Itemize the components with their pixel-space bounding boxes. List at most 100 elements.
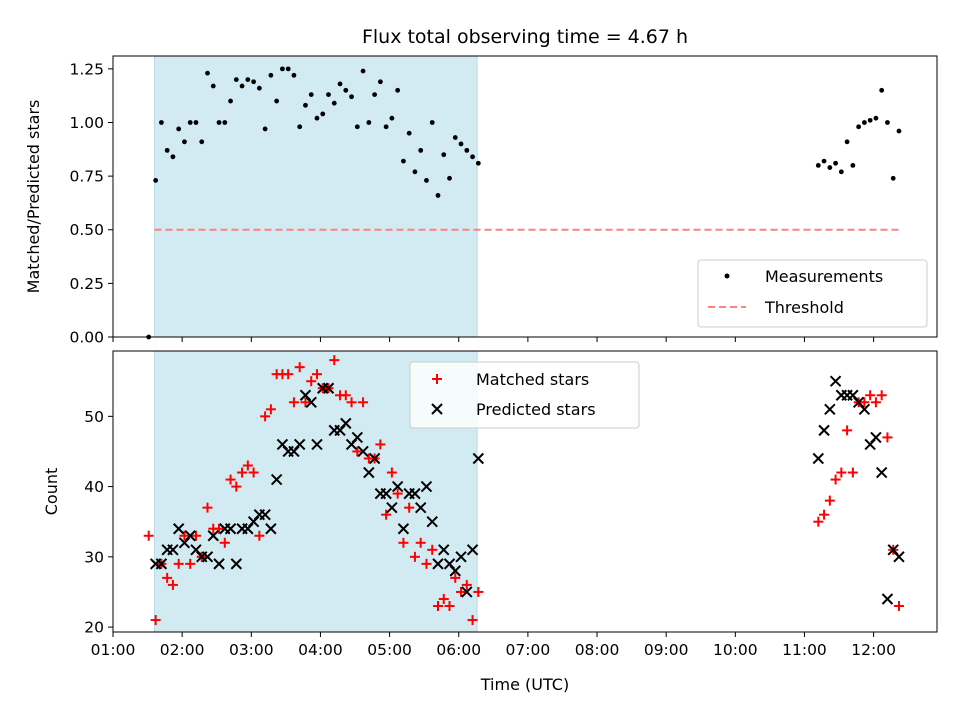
matched-star-point [219,537,230,548]
matched-star-point [859,397,870,408]
legend-label-threshold: Threshold [764,298,844,317]
bottom-x-tick-label: 08:00 [575,641,620,659]
matched-star-point [340,390,351,401]
matched-star-point [865,390,876,401]
legend-x-glyph [431,403,443,415]
measurement-point [435,193,441,198]
top-y-tick-label: 0.75 [69,168,104,186]
measurement-point [314,115,320,121]
bottom-x-tick-label: 11:00 [782,641,827,659]
matched-star-point [427,544,438,555]
bottom-x-tick-label: 02:00 [160,641,205,659]
measurement-point [464,147,470,153]
measurement-point [879,87,885,93]
predicted-star-point-b [818,424,830,437]
measurement-point [153,178,159,183]
measurement-point [326,92,331,98]
predicted-star-point [172,523,185,535]
predicted-star-point [409,487,421,500]
bottom-y-axis-label: Count [42,468,61,516]
measurement-point [354,124,360,130]
bottom-legend-box [409,361,640,429]
measurement-point [418,147,424,153]
predicted-star-point [858,403,871,416]
measurement-point [262,126,268,132]
measurement-point [844,139,850,145]
measurement-point [821,158,827,164]
measurement-point [199,139,205,145]
matched-star-point [847,467,858,478]
measurement-point [406,130,412,136]
matched-star-point [143,530,154,541]
predicted-star-point [466,544,479,556]
legend-plus-glyph [432,374,442,384]
predicted-star-point [455,551,467,563]
measurement-point [337,81,343,87]
predicted-star-point-b [167,544,179,556]
predicted-star-point [259,508,271,521]
measurement-point [867,117,873,123]
measurement-point [401,158,406,164]
measurement-point [447,175,452,181]
measurement-point [424,178,429,183]
matched-star-point [190,530,201,541]
measurement-point [885,120,890,125]
predicted-star-point-b [426,516,438,528]
bottom-x-tick-label: 10:00 [713,641,758,659]
predicted-star-point [265,523,277,535]
matched-star-point [842,425,853,436]
matched-star-point [836,467,847,478]
predicted-star-point [386,501,398,514]
bottom-x-tick-label: 05:00 [367,641,412,659]
matched-star-point [392,488,403,499]
matched-star-point [214,523,225,534]
matched-star-point [830,474,841,485]
predicted-star-point-b [322,382,335,394]
measurement-point [164,147,170,153]
matched-star-point [415,537,426,548]
predicted-star-point-b [265,523,277,535]
top-y-tick-label: 0.50 [69,221,104,239]
predicted-star-point-b [213,558,225,570]
measurement-point [470,154,475,160]
measurement-point [245,77,251,82]
matched-star-points [143,355,904,626]
matched-star-point [473,586,484,597]
predicted-star-point [461,586,473,598]
matched-star-point [813,516,824,527]
predicted-star-points [149,375,905,605]
matched-star-point [179,530,190,541]
matched-star-point [254,530,265,541]
matched-star-point [404,502,415,513]
measurement-point [268,72,274,78]
top-y-tick-label: 1.25 [69,60,104,78]
bottom-x-tick-label: 12:00 [851,641,896,659]
predicted-star-point [351,431,364,444]
bottom-y-tick-label: 20 [84,619,104,637]
matched-star-point [450,572,461,583]
bottom-x-ticks: 01:00 02:00 03:00 04:00 05:00 06:00 07:00 08:00… [91,632,896,659]
predicted-star-point-b [472,452,485,465]
predicted-star-point [870,431,882,444]
predicted-star-point [812,452,825,465]
measurement-point [285,66,291,72]
matched-star-point [375,439,386,450]
matched-star-point [311,369,322,380]
measurement-point [815,162,821,168]
predicted-star-point [818,424,830,437]
predicted-star-point-b [887,544,899,556]
predicted-star-point-b [357,445,369,458]
matched-star-point [432,601,443,612]
measurement-point [331,100,337,106]
measurement-point [291,72,297,78]
predicted-star-point-b [276,438,289,451]
predicted-star-point-b [184,530,196,542]
matched-star-point [162,572,173,583]
matched-star-point [225,474,236,485]
matched-star-point [329,355,340,366]
measurement-point [193,120,199,125]
measurement-point [452,135,458,140]
predicted-star-point [432,558,444,570]
measurement-point [303,102,308,108]
